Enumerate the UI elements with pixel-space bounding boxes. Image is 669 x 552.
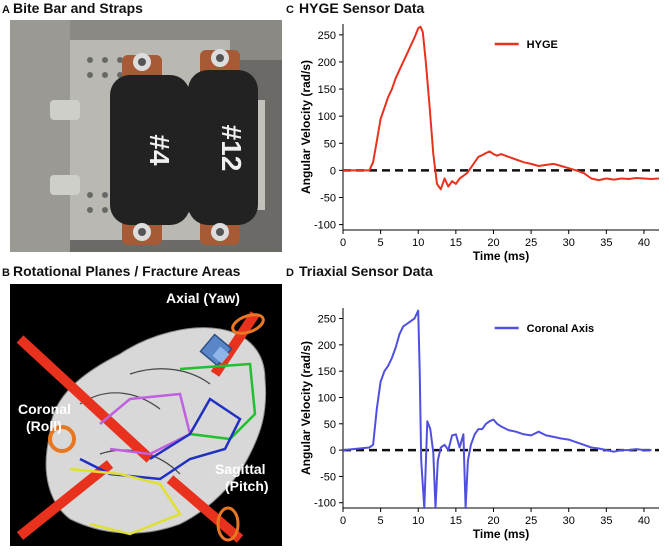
bite-bar-photo: #4 #12 [10, 20, 282, 252]
panel-c-title: HYGE Sensor Data [299, 0, 425, 16]
pitch-label: (Pitch) [225, 478, 269, 494]
panel-d-title: Triaxial Sensor Data [299, 263, 433, 279]
y-tick-label: -100 [314, 220, 336, 232]
y-tick-label: -50 [320, 192, 336, 204]
y-tick-label: 0 [330, 165, 336, 177]
series-line [342, 309, 652, 509]
skull-planes-figure: Axial (Yaw) Coronal (Roll) Sagittal (Pit… [10, 284, 282, 546]
x-tick-label: 30 [563, 515, 575, 527]
x-tick-label: 5 [378, 515, 384, 527]
panel-b-letter: B [2, 267, 10, 279]
sagittal-label: Sagittal [215, 461, 266, 477]
x-tick-label: 10 [412, 515, 424, 527]
legend-label: Coronal Axis [527, 323, 594, 335]
x-tick-label: 15 [450, 237, 462, 249]
x-tick-label: 30 [563, 237, 575, 249]
x-tick-label: 15 [450, 515, 462, 527]
panel-a-letter: A [2, 4, 10, 16]
panel-d-letter: D [286, 267, 294, 279]
x-axis-label: Time (ms) [473, 527, 529, 541]
skull-shape [45, 327, 267, 534]
x-axis-label: Time (ms) [473, 249, 529, 263]
panel-a-title: Bite Bar and Straps [13, 0, 143, 16]
x-tick-label: 40 [638, 515, 650, 527]
y-tick-label: 150 [318, 366, 336, 378]
coronal-label: Coronal [18, 401, 71, 417]
roll-label: (Roll) [26, 418, 62, 434]
strap-label-12: #12 [216, 125, 247, 172]
x-tick-label: 25 [525, 237, 537, 249]
y-tick-label: 50 [324, 419, 336, 431]
panel-c-letter: C [286, 4, 294, 16]
x-tick-label: 5 [378, 237, 384, 249]
panel-b-title: Rotational Planes / Fracture Areas [13, 263, 241, 279]
y-tick-label: -100 [314, 498, 336, 510]
y-tick-label: -50 [320, 471, 336, 483]
y-tick-label: 100 [318, 392, 336, 404]
y-tick-label: 150 [318, 84, 336, 96]
x-tick-label: 20 [487, 237, 499, 249]
strap-label-4: #4 [144, 134, 175, 166]
x-tick-label: 20 [487, 515, 499, 527]
x-tick-label: 40 [638, 237, 650, 249]
x-tick-label: 25 [525, 515, 537, 527]
y-tick-label: 200 [318, 340, 336, 352]
x-tick-label: 10 [412, 237, 424, 249]
y-tick-label: 200 [318, 57, 336, 69]
y-tick-label: 250 [318, 30, 336, 42]
series-line [343, 25, 660, 191]
x-tick-label: 35 [600, 237, 612, 249]
x-tick-label: 0 [340, 515, 346, 527]
y-tick-label: 100 [318, 111, 336, 123]
hyge-chart: -100 -50 0 50 100 150 200 250 0 5 10 15 20 25 30 35 40 Ti… [299, 24, 660, 263]
legend-label: HYGE [527, 39, 558, 51]
x-tick-label: 0 [340, 237, 346, 249]
triaxial-chart: -100 -50 0 50 100 150 200 250 0 5 10 15 20 25 30 35 40 Ti… [299, 308, 659, 541]
y-axis-label: Angular Velocity (rad/s) [299, 341, 313, 475]
axial-label: Axial (Yaw) [166, 290, 240, 306]
y-tick-label: 0 [330, 445, 336, 457]
y-tick-label: 50 [324, 138, 336, 150]
y-axis-label: Angular Velocity (rad/s) [299, 60, 313, 194]
y-tick-label: 250 [318, 314, 336, 326]
x-tick-label: 35 [600, 515, 612, 527]
